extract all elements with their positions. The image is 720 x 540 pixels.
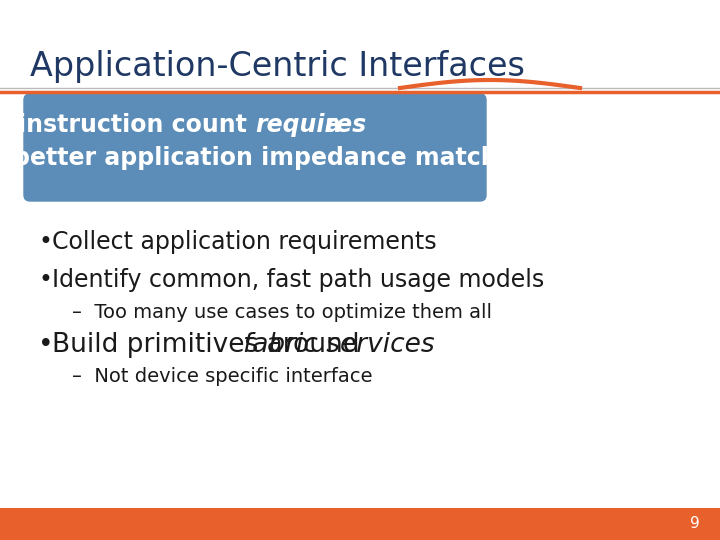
Text: –  Not device specific interface: – Not device specific interface bbox=[72, 368, 372, 387]
Text: •: • bbox=[38, 230, 52, 254]
FancyBboxPatch shape bbox=[24, 94, 486, 201]
Text: fabric services: fabric services bbox=[243, 332, 435, 358]
Text: Build primitives around: Build primitives around bbox=[52, 332, 368, 358]
Text: –  Too many use cases to optimize them all: – Too many use cases to optimize them al… bbox=[72, 302, 492, 321]
Bar bbox=[0, 508, 720, 540]
Text: •: • bbox=[38, 268, 52, 292]
Text: Collect application requirements: Collect application requirements bbox=[52, 230, 436, 254]
Text: Reducing instruction count: Reducing instruction count bbox=[0, 113, 255, 137]
Text: requires: requires bbox=[255, 113, 366, 137]
Text: Application-Centric Interfaces: Application-Centric Interfaces bbox=[30, 50, 525, 83]
Text: 9: 9 bbox=[690, 516, 700, 531]
Text: a: a bbox=[317, 113, 341, 137]
Text: •: • bbox=[38, 332, 53, 358]
Text: better application impedance match: better application impedance match bbox=[13, 146, 498, 170]
Text: Identify common, fast path usage models: Identify common, fast path usage models bbox=[52, 268, 544, 292]
